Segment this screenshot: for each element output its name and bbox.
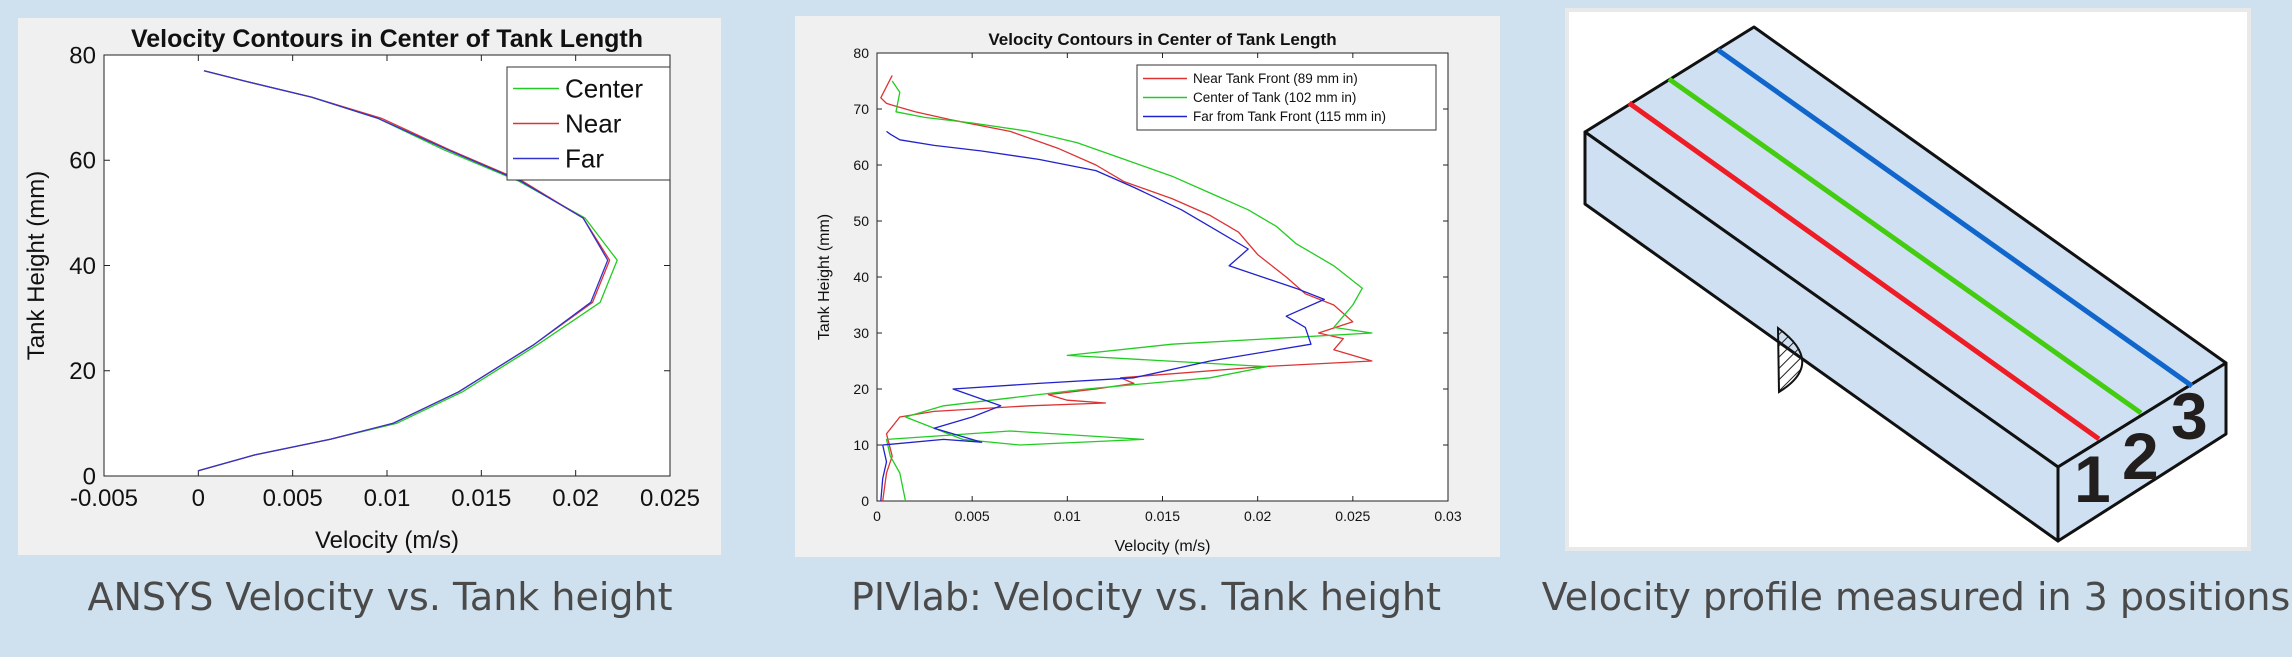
y-tick-label: 0 xyxy=(83,463,96,490)
position-line-1 xyxy=(1627,100,2101,442)
position-label-2: 2 xyxy=(2122,419,2159,493)
series-line-far xyxy=(198,70,609,472)
x-tick-label: 0.01 xyxy=(1054,508,1081,524)
y-tick-label: 0 xyxy=(861,493,869,509)
x-tick-label: 0.015 xyxy=(451,485,511,512)
y-tick-label: 40 xyxy=(853,269,869,285)
series-line-center-of-tank-102-mm-in xyxy=(885,80,1373,502)
y-tick-label: 40 xyxy=(69,253,96,280)
y-tick-label: 80 xyxy=(853,45,869,61)
legend-entry: Near xyxy=(565,109,622,139)
tank-diagram-panel: 1 2 3 xyxy=(1565,8,2251,551)
series-line-far-from-tank-front-115-mm-in xyxy=(880,130,1325,502)
y-axis-label: Tank Height (mm) xyxy=(816,214,833,340)
x-tick-label: 0.025 xyxy=(640,485,700,512)
y-tick-label: 80 xyxy=(69,42,96,69)
y-tick-label: 20 xyxy=(853,381,869,397)
x-tick-label: 0.025 xyxy=(1335,508,1370,524)
ansys-chart-caption: ANSYS Velocity vs. Tank height xyxy=(87,575,673,619)
y-tick-label: 30 xyxy=(853,325,869,341)
x-tick-label: 0.005 xyxy=(955,508,990,524)
position-line-2 xyxy=(1667,76,2143,416)
ansys-chart-panel: -0.005 0 0.005 0.01 0.015 0.02 0.025 0 20 40 60 80 V… xyxy=(18,18,721,555)
legend-entry: Far xyxy=(565,144,604,174)
y-tick-label: 10 xyxy=(853,437,869,453)
y-tick-label: 50 xyxy=(853,213,869,229)
x-axis-label: Velocity (m/s) xyxy=(1114,538,1210,555)
chart-title: Velocity Contours in Center of Tank Leng… xyxy=(988,30,1336,49)
position-line-3 xyxy=(1716,47,2194,389)
x-tick-label: 0 xyxy=(192,485,205,512)
x-tick-label: 0.02 xyxy=(1244,508,1271,524)
ansys-chart: -0.005 0 0.005 0.01 0.015 0.02 0.025020406080V… xyxy=(23,25,700,554)
position-label-3: 3 xyxy=(2171,379,2208,453)
x-tick-label: 0.005 xyxy=(263,485,323,512)
legend-entry: Center of Tank (102 mm in) xyxy=(1193,90,1356,105)
diagram-caption: Velocity profile measured in 3 positions xyxy=(1541,575,2291,619)
pivlab-chart-panel: 0 0.005 0.01 0.015 0.02 0.025 0.03 0 10 20 30 40 50 6… xyxy=(795,16,1500,557)
pivlab-chart-caption: PIVlab: Velocity vs. Tank height xyxy=(850,575,1442,619)
x-tick-label: 0.015 xyxy=(1145,508,1180,524)
legend-entry: Far from Tank Front (115 mm in) xyxy=(1193,109,1386,124)
x-tick-label: -0.005 xyxy=(70,485,138,512)
position-label-1: 1 xyxy=(2074,442,2111,516)
pivlab-chart: 0 0.005 0.01 0.015 0.02 0.025 0.03 0 10 20 30 40 50 6… xyxy=(816,30,1462,555)
tank-diagram: 1 2 3 xyxy=(1583,25,2228,543)
x-axis-label: Velocity (m/s) xyxy=(315,527,459,554)
velocity-profile-shape xyxy=(1776,326,1804,394)
x-tick-label: 0 xyxy=(873,508,881,524)
y-tick-label: 20 xyxy=(69,358,96,385)
tank-end-face xyxy=(2056,361,2228,543)
y-tick-label: 60 xyxy=(69,148,96,175)
legend-entry: Center xyxy=(565,74,643,104)
y-axis-label: Tank Height (mm) xyxy=(23,171,50,360)
x-tick-label: 0.02 xyxy=(552,485,599,512)
x-tick-label: 0.01 xyxy=(364,485,411,512)
y-tick-label: 60 xyxy=(853,157,869,173)
legend-entry: Near Tank Front (89 mm in) xyxy=(1193,71,1358,86)
y-tick-label: 70 xyxy=(853,101,869,117)
x-tick-label: 0.03 xyxy=(1434,508,1461,524)
chart-title: Velocity Contours in Center of Tank Leng… xyxy=(131,25,643,53)
